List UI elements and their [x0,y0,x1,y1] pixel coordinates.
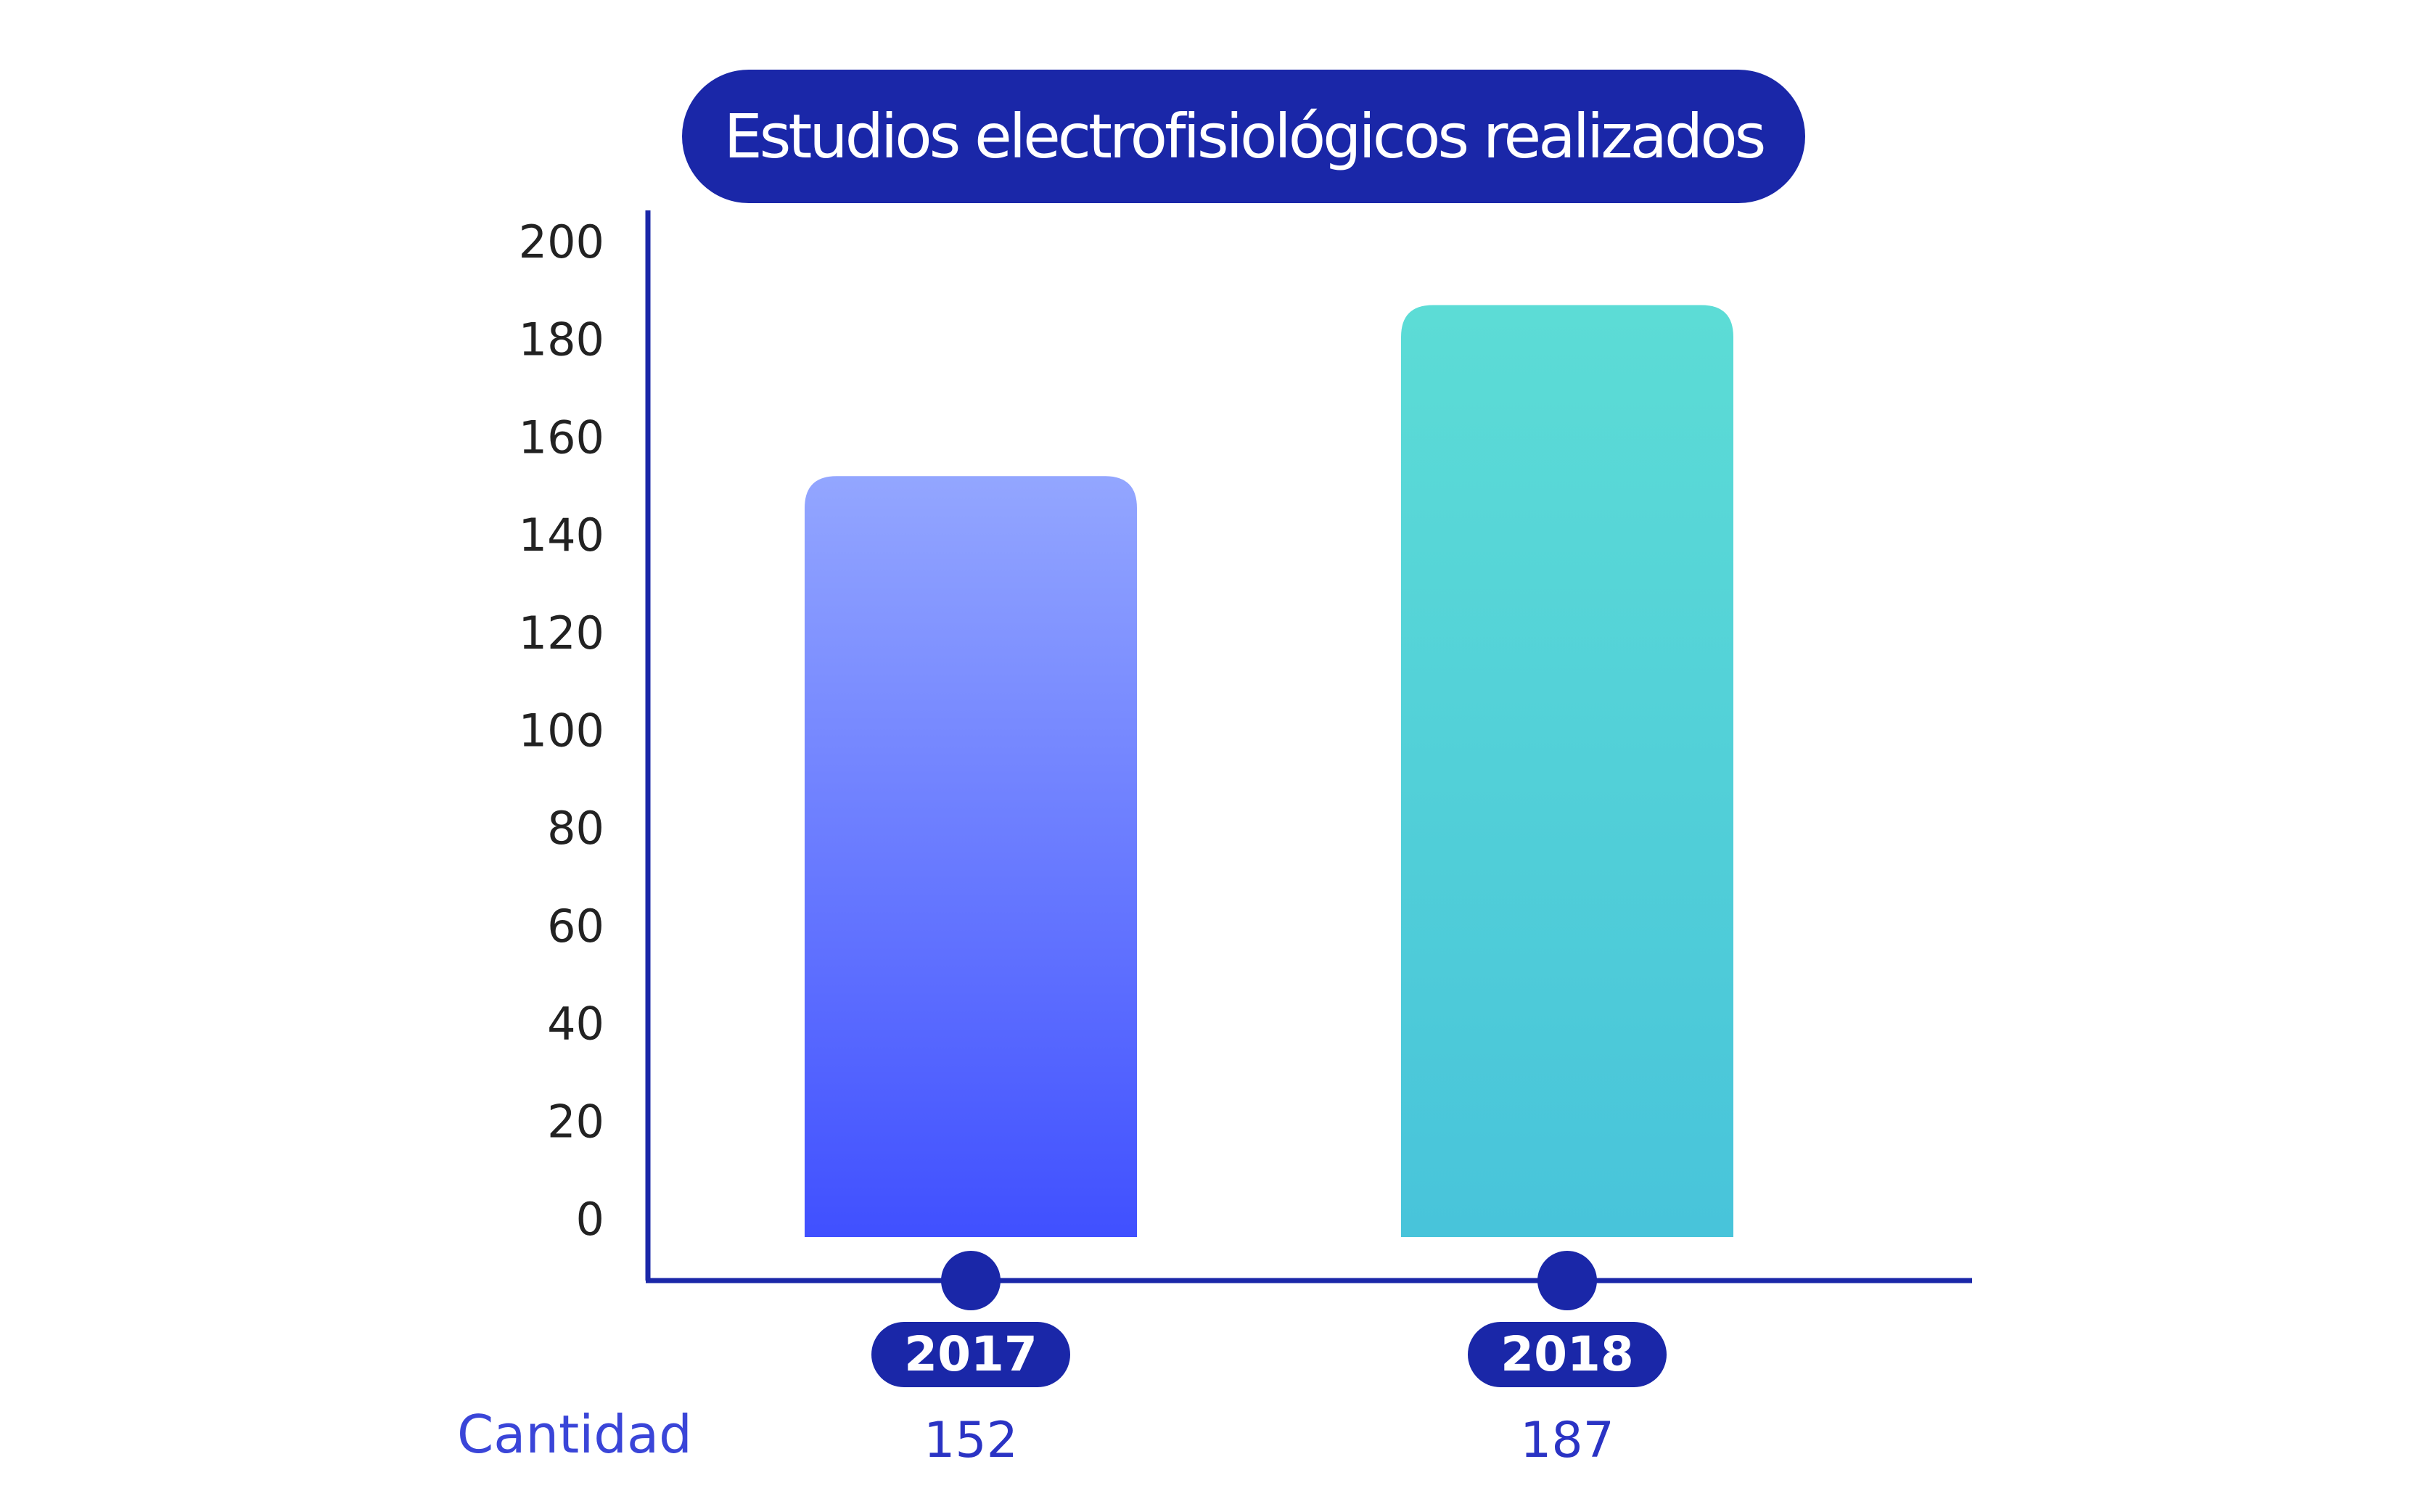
value-label-2017: 152 [924,1412,1018,1469]
y-tick-label-200: 200 [519,215,604,268]
y-tick-label-40: 40 [547,998,604,1051]
y-axis-ticks: 0 20 40 60 80 100 120 140 160 180 200 [519,215,604,1246]
y-tick-label-160: 160 [519,411,604,464]
year-label-2017: 2017 [904,1326,1038,1382]
value-row: 152 187 [924,1412,1614,1469]
year-label-2018: 2018 [1500,1326,1634,1382]
y-tick-label-0: 0 [576,1193,604,1246]
y-tick-label-80: 80 [547,802,604,855]
y-tick-label-120: 120 [519,607,604,660]
y-tick-label-20: 20 [547,1095,604,1148]
row-label-cantidad: Cantidad [457,1404,692,1465]
bar-2018 [1401,305,1733,1238]
bar-2017 [805,476,1137,1237]
y-tick-label-60: 60 [547,900,604,953]
x-axis-marker-2017 [941,1251,1001,1310]
value-label-2018: 187 [1520,1412,1614,1469]
chart-title: Estudios electrofisiológicos realizados [723,101,1767,172]
y-tick-label-180: 180 [519,313,604,366]
year-pill-2017 [871,1322,1070,1387]
year-pill-2018 [1468,1322,1667,1387]
y-tick-label-140: 140 [519,509,604,562]
chart-title-pill: Estudios electrofisiológicos realizados [682,70,1805,203]
x-axis-labels: 2017 2018 [871,1322,1667,1387]
y-tick-label-100: 100 [519,704,604,757]
bars-group [805,305,1733,1238]
axes-group [645,210,1972,1310]
x-axis-marker-2018 [1537,1251,1597,1310]
